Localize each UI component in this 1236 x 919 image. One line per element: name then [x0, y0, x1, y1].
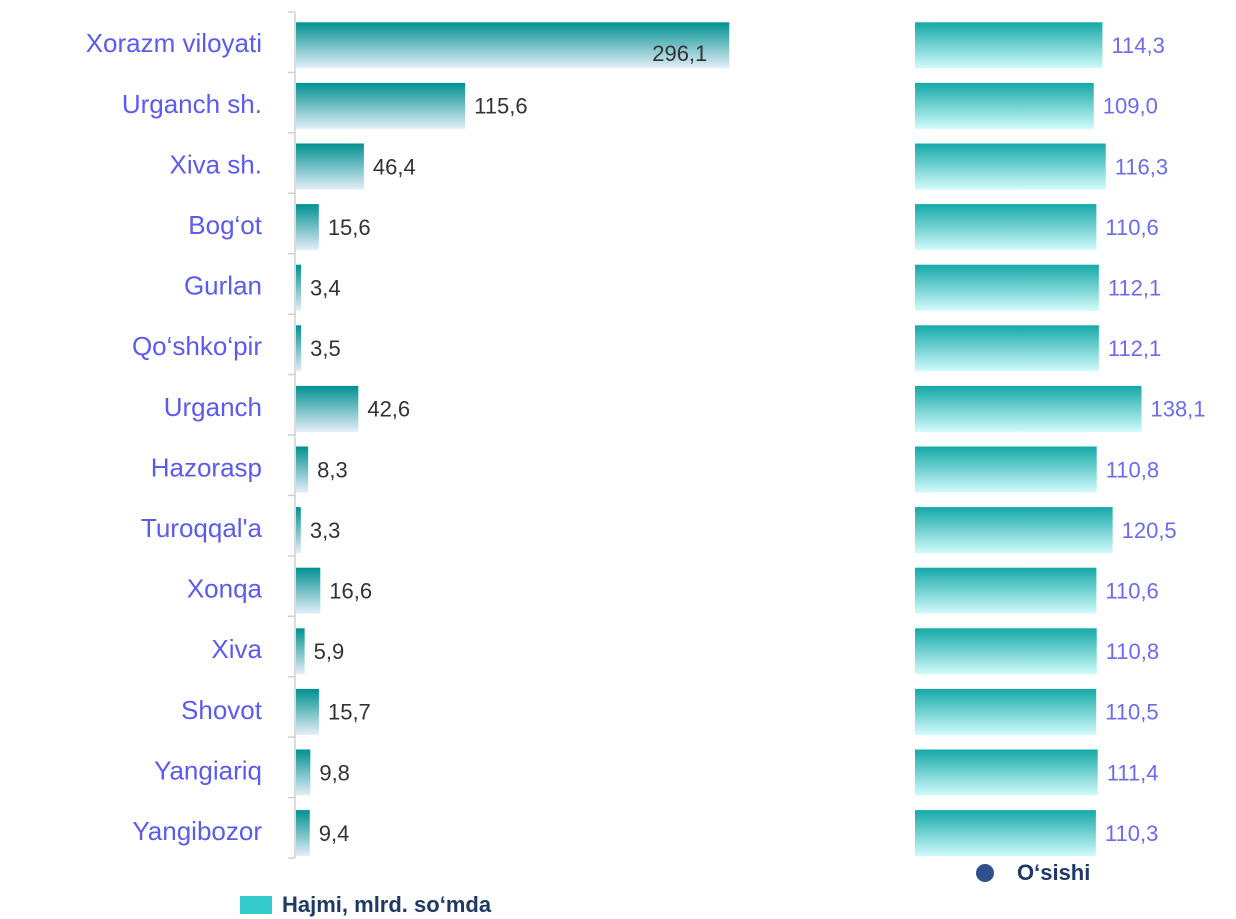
value-label: 296,1	[652, 41, 707, 66]
category-label: Gurlan	[184, 271, 262, 301]
bar	[296, 446, 309, 493]
bar	[915, 22, 1103, 69]
bar	[915, 446, 1097, 493]
bar	[915, 143, 1106, 190]
bar	[296, 507, 301, 554]
legend-swatch	[240, 896, 272, 914]
bar	[915, 385, 1142, 432]
value-label: 116,3	[1115, 154, 1168, 179]
bar	[296, 810, 310, 857]
bar	[915, 507, 1113, 554]
category-label: Urganch sh.	[122, 89, 262, 119]
bar	[915, 628, 1097, 675]
bar	[915, 325, 1099, 372]
value-label: 115,6	[474, 94, 527, 119]
value-label: 5,9	[314, 639, 345, 664]
value-label: 112,1	[1108, 336, 1161, 361]
category-label: Urganch	[164, 392, 262, 422]
value-label: 138,1	[1150, 397, 1205, 422]
bar	[915, 810, 1096, 857]
legend-label: O‘sishi	[1017, 860, 1090, 885]
bar	[915, 82, 1094, 129]
category-label: Xiva sh.	[170, 149, 263, 179]
value-label: 16,6	[329, 579, 372, 604]
category-label: Yangibozor	[132, 816, 262, 846]
category-label: Bog‘ot	[188, 210, 262, 240]
bar	[296, 749, 311, 796]
category-label: Yangiariq	[154, 755, 262, 785]
bar	[296, 325, 302, 372]
value-label: 3,5	[310, 336, 341, 361]
category-label: Xonqa	[187, 574, 263, 604]
value-label: 109,0	[1103, 94, 1158, 119]
bar	[296, 385, 359, 432]
value-label: 3,3	[310, 518, 341, 543]
value-label: 111,4	[1107, 760, 1159, 785]
category-label: Hazorasp	[151, 452, 262, 482]
bar	[296, 22, 730, 69]
bar	[915, 749, 1098, 796]
value-label: 110,6	[1105, 579, 1158, 604]
value-label: 110,8	[1106, 639, 1159, 664]
value-label: 42,6	[367, 397, 410, 422]
value-label: 110,6	[1105, 215, 1158, 240]
bar	[296, 143, 364, 190]
bar	[296, 204, 319, 251]
category-label: Turoqqal'a	[141, 513, 263, 543]
value-label: 9,4	[319, 821, 350, 846]
legend-swatch	[976, 864, 994, 882]
bar	[296, 82, 466, 129]
value-label: 110,5	[1105, 700, 1158, 725]
bar	[296, 688, 319, 735]
value-label: 112,1	[1108, 276, 1161, 301]
bar	[296, 567, 321, 614]
value-label: 110,3	[1105, 821, 1158, 846]
bar	[915, 204, 1097, 251]
category-label: Shovot	[181, 695, 263, 725]
value-label: 15,7	[328, 700, 371, 725]
bar	[296, 264, 301, 311]
value-label: 120,5	[1122, 518, 1177, 543]
bar	[296, 628, 305, 675]
value-label: 15,6	[328, 215, 371, 240]
category-label: Xorazm viloyati	[86, 28, 262, 58]
value-label: 114,3	[1111, 33, 1164, 58]
value-label: 3,4	[310, 276, 341, 301]
bar	[915, 567, 1097, 614]
category-label: Qo‘shko‘pir	[132, 331, 262, 361]
value-label: 9,8	[319, 760, 350, 785]
bar	[915, 264, 1099, 311]
legend-label: Hajmi, mlrd. so‘mda	[282, 892, 492, 917]
value-label: 110,8	[1106, 457, 1159, 482]
value-label: 8,3	[317, 457, 348, 482]
bar	[915, 688, 1097, 735]
category-label: Xiva	[211, 634, 262, 664]
value-label: 46,4	[373, 154, 416, 179]
